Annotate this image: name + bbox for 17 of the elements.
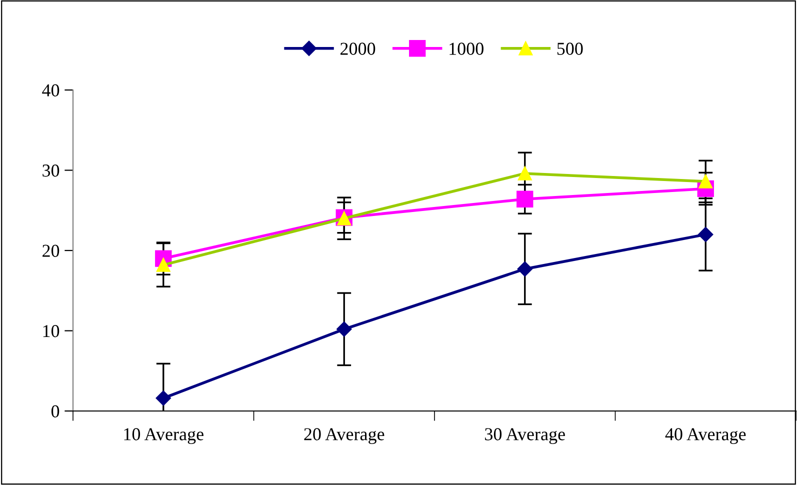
y-tick-label: 40 [42, 84, 60, 96]
x-tick-label: 40 Average [665, 428, 746, 444]
point [336, 322, 352, 337]
y-tick-label: 30 [42, 164, 60, 177]
x-tick-label: 20 Average [304, 428, 384, 444]
y-tick-label: 10 [43, 325, 60, 338]
x-tick-label: 10 Average [124, 428, 204, 444]
y-tick-label: 20 [42, 244, 60, 257]
point [698, 226, 714, 242]
legend-label: 500 [557, 42, 583, 55]
point [156, 390, 171, 406]
point [516, 190, 534, 208]
y-tick-label: 0 [51, 405, 60, 418]
point [517, 261, 532, 277]
legend-label: 2000 [340, 42, 376, 55]
legend-label: 1000 [450, 42, 484, 55]
x-tick-label: 30 Average [485, 428, 565, 444]
